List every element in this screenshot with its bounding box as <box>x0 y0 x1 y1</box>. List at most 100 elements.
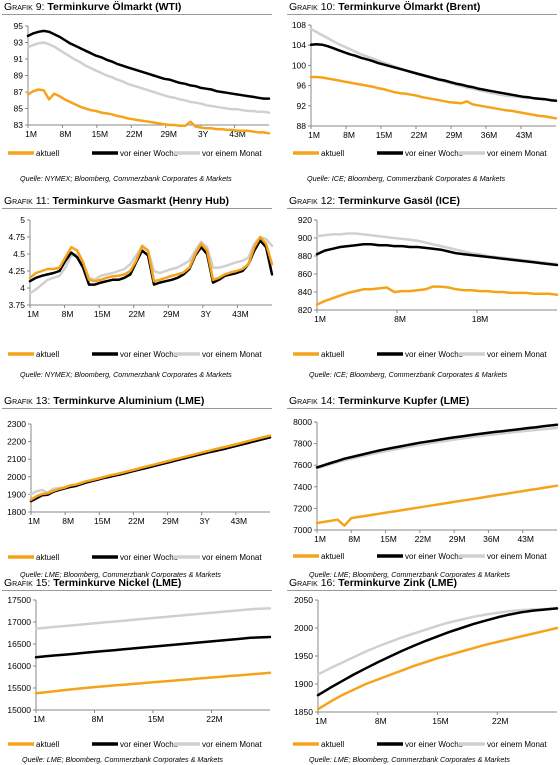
x-tick-label: 36M <box>483 534 500 544</box>
legend-label-monat: vor einem Monat <box>487 552 547 561</box>
x-tick-label: 1M <box>315 716 327 726</box>
legend-label-monat: vor einem Monat <box>487 149 547 158</box>
legend-label-monat: vor einem Monat <box>202 149 262 158</box>
y-tick-label: 7600 <box>293 460 312 470</box>
series-line-monat <box>315 426 559 470</box>
x-tick-label: 8M <box>92 714 104 724</box>
x-tick-label: 8M <box>394 314 406 324</box>
chart-svg-aluminium: 1800 1900 2000 2100 2200 2300 1M 8M 15M 22M 29M 3Y 4… <box>7 419 272 562</box>
legend-label-monat: vor einem Monat <box>202 553 262 562</box>
y-tick-label: 1900 <box>294 679 313 689</box>
y-tick-label: 2200 <box>7 437 26 447</box>
series-line-aktuell <box>28 235 274 283</box>
x-tick-label: 29M <box>160 129 177 139</box>
legend-label-monat: vor einem Monat <box>202 740 262 749</box>
chart-source: Quelle: LME; Bloomberg, Commerzbank Corp… <box>22 755 223 764</box>
y-tick-label: 89 <box>14 71 24 81</box>
y-tick-label: 4.75 <box>8 232 25 242</box>
legend-label-aktuell: aktuell <box>321 149 344 158</box>
y-tick-label: 87 <box>14 87 24 97</box>
y-tick-label: 2000 <box>7 472 26 482</box>
chart-source: Quelle: LME; Bloomberg, Commerzbank Corp… <box>309 570 510 579</box>
x-tick-label: 43M <box>517 534 534 544</box>
series-line-woche <box>316 607 559 697</box>
x-tick-label: 1M <box>25 129 37 139</box>
x-tick-label: 15M <box>376 130 393 140</box>
y-tick-label: 95 <box>14 21 24 31</box>
chart-title: Grafik 10: Terminkurve Ölmarkt (Brent) <box>289 1 481 13</box>
series-line-woche <box>26 29 271 100</box>
y-tick-label: 92 <box>297 101 307 111</box>
y-tick-label: 2100 <box>7 454 26 464</box>
y-tick-label: 93 <box>14 38 24 48</box>
y-tick-label: 920 <box>298 215 312 225</box>
series-line-monat <box>309 27 558 102</box>
x-tick-label: 29M <box>162 516 179 526</box>
y-tick-label: 4.25 <box>8 266 25 276</box>
x-tick-label: 3Y <box>201 309 212 319</box>
y-tick-label: 15500 <box>7 683 31 693</box>
series-line-woche <box>29 436 272 503</box>
x-tick-label: 22M <box>415 534 432 544</box>
chart-svg-zinc: 1850 1900 1950 2000 2050 1M 8M 15M 22M aktuell vor… <box>293 595 559 749</box>
y-tick-label: 17500 <box>7 595 31 605</box>
legend-label-monat: vor einem Monat <box>487 740 547 749</box>
y-tick-label: 16500 <box>7 639 31 649</box>
y-tick-label: 880 <box>298 251 312 261</box>
y-tick-label: 96 <box>297 81 307 91</box>
title-bar: Grafik 10: Terminkurve Ölmarkt (Brent) <box>287 0 557 15</box>
y-tick-label: 85 <box>14 104 24 114</box>
y-tick-label: 820 <box>298 305 312 315</box>
y-tick-label: 7200 <box>293 503 312 513</box>
series-line-aktuell <box>316 626 559 711</box>
x-tick-label: 3Y <box>200 516 211 526</box>
x-tick-label: 15M <box>148 714 165 724</box>
y-tick-label: 2300 <box>7 419 26 429</box>
y-tick-label: 7800 <box>293 439 312 449</box>
y-tick-label: 840 <box>298 287 312 297</box>
legend-label-monat: vor einem Monat <box>202 350 262 359</box>
y-tick-label: 2000 <box>294 623 313 633</box>
legend-label-woche: vor einer Woche <box>405 149 464 158</box>
x-tick-label: 1M <box>27 309 39 319</box>
chart-title: Grafik 14: Terminkurve Kupfer (LME) <box>289 395 470 407</box>
x-tick-label: 1M <box>33 714 45 724</box>
legend-label-aktuell: aktuell <box>36 553 59 562</box>
legend-label-monat: vor einem Monat <box>487 350 547 359</box>
legend-label-woche: vor einer Woche <box>120 149 179 158</box>
x-tick-label: 43M <box>232 309 249 319</box>
y-tick-label: 8000 <box>293 417 312 427</box>
x-tick-label: 36M <box>481 130 498 140</box>
series-line-woche <box>315 423 559 469</box>
chart-svg-wti: 83 85 87 89 91 93 95 1M 8M 15M 22M 29M 3Y 43M aktuell v… <box>8 21 271 158</box>
y-tick-label: 1850 <box>294 707 313 717</box>
x-tick-label: 22M <box>206 714 223 724</box>
x-tick-label: 15M <box>432 716 449 726</box>
chart-title: Grafik 12: Terminkurve Gasöl (ICE) <box>289 195 460 207</box>
y-tick-label: 108 <box>292 20 306 30</box>
chart-source: Quelle: NYMEX; Bloomberg, Commerzbank Co… <box>20 370 232 379</box>
legend-label-aktuell: aktuell <box>321 740 344 749</box>
chart-svg-copper: 7000 7200 7400 7600 7800 8000 1M 8M 15M 22M 29M 36M… <box>293 417 559 561</box>
x-tick-label: 29M <box>446 130 463 140</box>
series-line-monat <box>34 607 272 630</box>
x-tick-label: 8M <box>60 129 72 139</box>
chart-source: Quelle: LME; Bloomberg, Commerzbank Corp… <box>309 755 510 764</box>
y-tick-label: 7000 <box>293 525 312 535</box>
series-line-woche <box>309 42 558 103</box>
series-line-aktuell <box>315 484 559 527</box>
title-bar: Grafik 14: Terminkurve Kupfer (LME) <box>287 394 557 409</box>
chart-panel-13: Grafik 13: Terminkurve Aluminium (LME) 1… <box>2 394 272 582</box>
x-tick-label: 43M <box>516 130 533 140</box>
x-tick-label: 15M <box>92 129 109 139</box>
title-bar: Grafik 11: Terminkurve Gasmarkt (Henry H… <box>2 194 272 209</box>
y-tick-label: 1950 <box>294 651 313 661</box>
x-tick-label: 15M <box>94 309 111 319</box>
x-tick-label: 1M <box>314 534 326 544</box>
series-line-aktuell <box>309 75 558 120</box>
chart-panel-9: Grafik 9: Terminkurve Ölmarkt (WTI) 83 85… <box>2 0 272 188</box>
series-line-aktuell <box>315 285 559 306</box>
chart-panel-10: Grafik 10: Terminkurve Ölmarkt (Brent) 8… <box>287 0 558 188</box>
x-tick-label: 8M <box>62 516 74 526</box>
y-tick-label: 88 <box>297 121 307 131</box>
